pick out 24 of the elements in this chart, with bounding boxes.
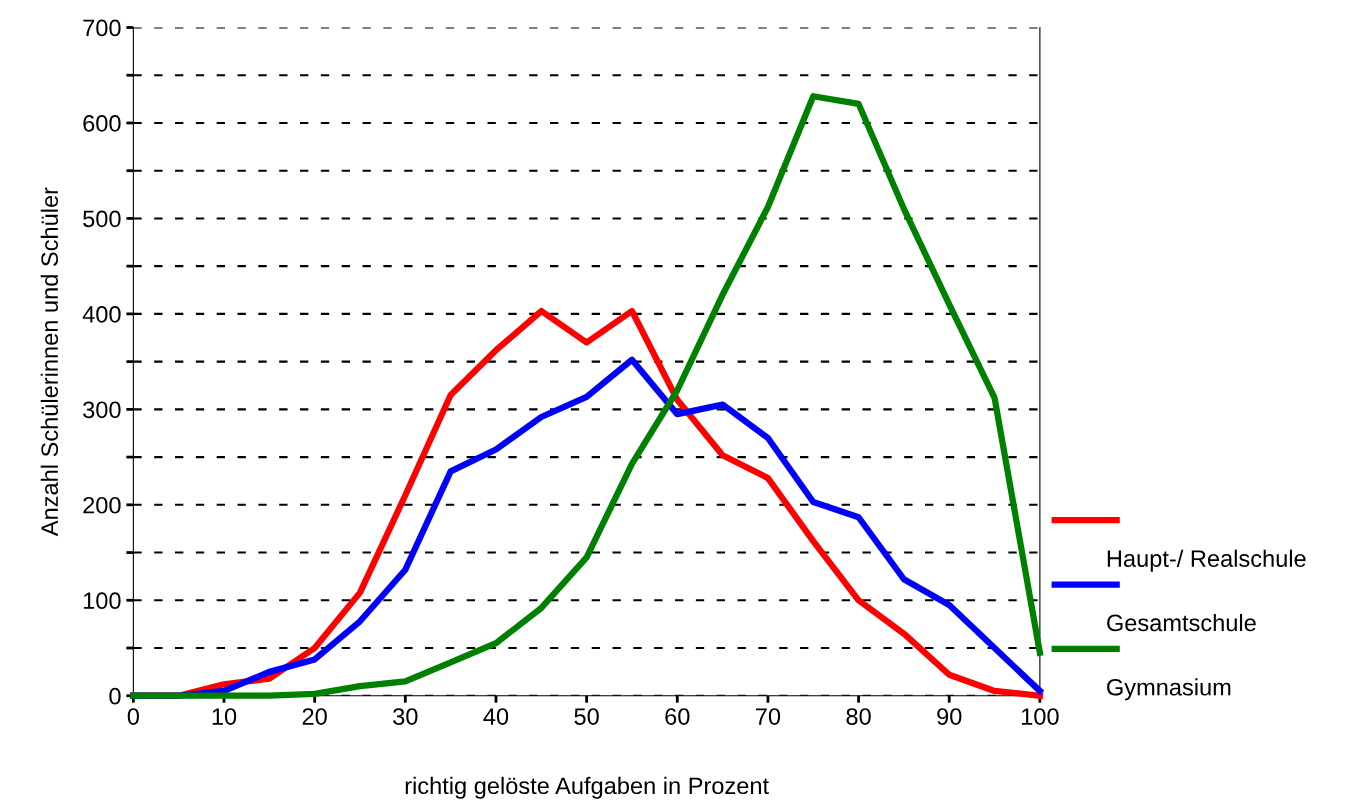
y-tick-label: 500 — [83, 210, 121, 228]
x-tick-label: 30 — [393, 708, 418, 725]
y-tick-label: 700 — [83, 19, 121, 37]
x-tick-label: 0 — [127, 708, 139, 725]
x-tick-label: 80 — [846, 708, 871, 725]
x-tick-label: 60 — [665, 708, 690, 725]
x-tick-label: 40 — [483, 708, 509, 725]
y-tick-label: 0 — [109, 687, 121, 705]
x-tick-label: 50 — [574, 708, 599, 725]
x-tick-label: 10 — [212, 708, 237, 725]
x-axis-title: richtig gelöste Aufgaben in Prozent — [405, 776, 769, 799]
y-tick-label: 100 — [83, 592, 121, 610]
y-tick-label: 400 — [82, 305, 121, 323]
legend-label: Gesamtschule — [1107, 613, 1256, 632]
y-tick-label: 600 — [83, 115, 121, 132]
legend-label: Haupt-/ Realschule — [1107, 549, 1306, 572]
y-tick-label: 200 — [83, 496, 121, 514]
x-tick-label: 70 — [756, 708, 781, 725]
x-tick-label: 90 — [937, 708, 962, 725]
y-axis-title: Anzahl Schülerinnen und Schüler — [40, 187, 59, 537]
x-tick-label: 100 — [1021, 708, 1059, 725]
y-tick-label: 300 — [83, 401, 121, 419]
x-tick-label: 20 — [302, 708, 327, 725]
legend-label: Gymnasium — [1107, 678, 1231, 701]
